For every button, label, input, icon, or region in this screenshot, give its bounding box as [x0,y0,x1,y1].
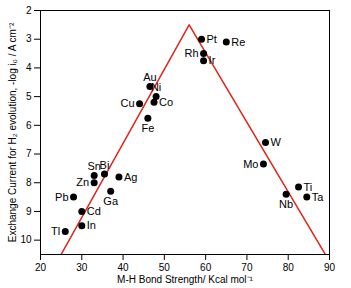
svg-text:Pb: Pb [55,191,68,203]
svg-text:Pt: Pt [207,33,217,45]
svg-text:Zn: Zn [76,176,89,188]
svg-text:Fe: Fe [141,122,154,134]
svg-text:70: 70 [241,262,253,273]
svg-text:9: 9 [26,206,32,217]
svg-text:Ti: Ti [303,180,313,193]
svg-text:In: In [87,219,96,231]
svg-text:6: 6 [26,120,32,131]
svg-text:Ni: Ni [151,81,161,93]
svg-text:Sn: Sn [87,160,101,173]
svg-text:20: 20 [35,262,47,273]
svg-text:Ir: Ir [209,54,216,66]
svg-text:Mo: Mo [243,158,258,170]
svg-text:Ta: Ta [312,191,325,203]
svg-text:90: 90 [324,262,336,273]
svg-text:Cd: Cd [87,205,101,217]
svg-text:Ag: Ag [124,171,137,183]
svg-text:Tl: Tl [51,225,60,237]
svg-text:Co: Co [159,96,173,108]
svg-text:5: 5 [26,91,32,102]
svg-text:7: 7 [26,148,32,159]
svg-text:50: 50 [159,262,171,273]
svg-text:M-H Bond Strength/ Kcal mol⁻¹: M-H Bond Strength/ Kcal mol⁻¹ [117,274,253,285]
svg-text:80: 80 [283,262,295,273]
svg-text:2: 2 [26,5,32,16]
svg-text:3: 3 [26,33,32,44]
svg-text:Ga: Ga [103,195,119,207]
svg-text:8: 8 [26,177,32,188]
svg-text:60: 60 [200,262,212,273]
svg-text:Nb: Nb [279,198,293,210]
svg-text:Rh: Rh [185,47,199,59]
svg-text:40: 40 [118,262,130,273]
svg-text:Au: Au [143,71,157,84]
svg-text:W: W [271,136,282,148]
svg-text:Exchange Current for H₂ evolut: Exchange Current for H₂ evolution, -log … [7,22,18,242]
svg-text:Bi: Bi [100,159,110,171]
svg-text:4: 4 [26,62,32,73]
svg-text:Cu: Cu [121,97,135,109]
svg-text:10: 10 [20,234,32,245]
svg-text:Re: Re [231,36,245,48]
svg-text:30: 30 [76,262,88,273]
